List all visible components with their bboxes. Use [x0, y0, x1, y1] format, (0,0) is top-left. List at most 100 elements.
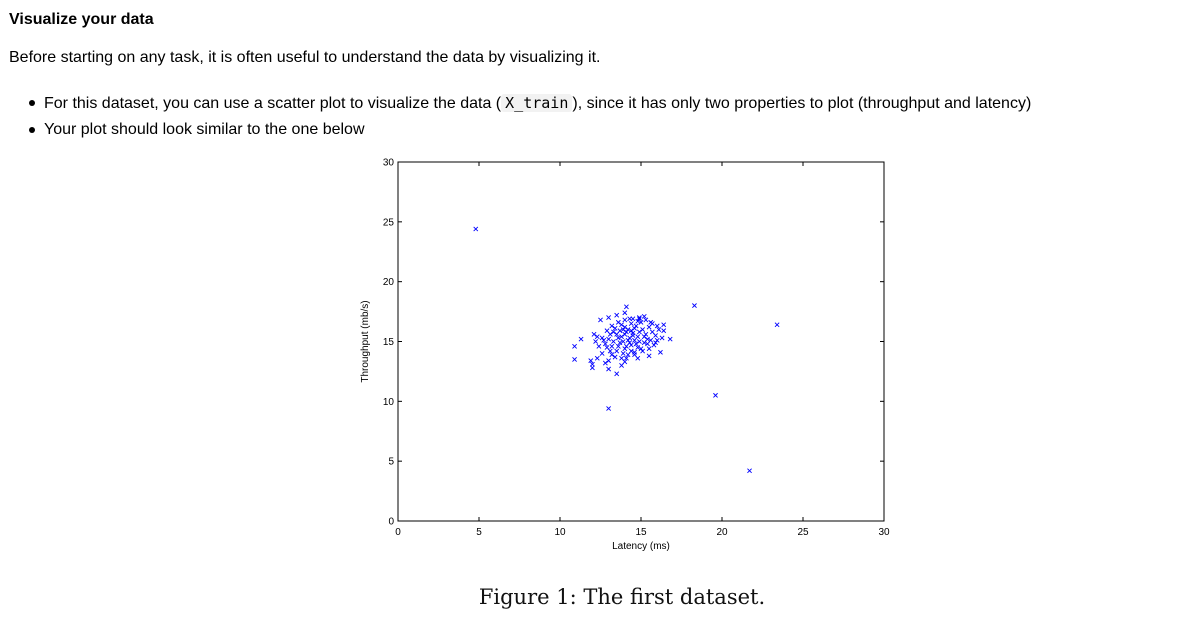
intro-paragraph: Before starting on any task, it is often…: [9, 49, 601, 66]
data-point: [622, 317, 628, 323]
data-point: [640, 327, 646, 332]
inline-code: X_train: [501, 94, 573, 112]
data-point: [615, 335, 621, 341]
data-point: [614, 331, 620, 337]
list-item: For this dataset, you can use a scatter …: [0, 90, 1031, 117]
instruction-list: For this dataset, you can use a scatter …: [0, 90, 1031, 143]
x-tick-label: 5: [476, 527, 482, 538]
data-point: [601, 337, 607, 343]
data-point: [630, 316, 636, 322]
data-point: [667, 336, 673, 342]
data-point: [646, 346, 652, 352]
y-tick-label: 15: [383, 337, 395, 348]
data-point: [636, 339, 642, 344]
data-points: [473, 226, 780, 474]
y-axis-label: Throughput (mb/s): [360, 300, 371, 382]
data-point: [589, 361, 595, 367]
data-point: [606, 406, 612, 411]
data-point: [606, 315, 612, 320]
x-tick-label: 25: [797, 527, 809, 538]
list-item: Your plot should look similar to the one…: [0, 117, 1031, 143]
data-point: [638, 346, 644, 352]
data-point: [643, 331, 649, 337]
data-point: [661, 322, 667, 328]
data-point: [635, 318, 641, 324]
data-point: [602, 360, 608, 366]
data-point: [620, 339, 626, 344]
data-point: [661, 328, 667, 334]
data-point: [646, 353, 652, 359]
x-tick-label: 10: [554, 527, 566, 538]
data-point: [653, 333, 658, 338]
data-point: [625, 327, 631, 332]
data-point: [628, 328, 634, 334]
data-point: [641, 313, 647, 319]
data-point: [572, 343, 577, 349]
x-tick-label: 0: [395, 527, 401, 538]
data-point: [593, 339, 599, 344]
data-point: [625, 352, 631, 358]
data-point: [599, 351, 605, 356]
axis-ticks: 0 5 10 15 20 25 30 0 5 10 15 20 25 30: [383, 158, 890, 539]
data-point: [628, 321, 634, 326]
data-point: [612, 325, 618, 331]
data-point: [624, 329, 629, 335]
data-point: [653, 340, 658, 346]
data-point: [636, 316, 642, 322]
data-point: [602, 341, 608, 347]
data-point: [713, 392, 718, 398]
data-point: [635, 355, 641, 361]
data-point: [622, 324, 628, 330]
data-point: [614, 348, 620, 354]
data-point: [624, 355, 629, 361]
bullet-text-before-code: For this dataset, you can use a scatter …: [44, 95, 502, 112]
data-point: [630, 333, 636, 338]
y-tick-label: 20: [383, 277, 395, 288]
data-point: [636, 315, 642, 320]
data-point: [594, 355, 600, 361]
data-point: [615, 343, 621, 349]
data-point: [611, 329, 616, 335]
data-point: [604, 328, 610, 334]
data-point: [591, 331, 597, 337]
plot-area: [397, 161, 885, 522]
data-point: [609, 343, 615, 349]
y-tick-label: 30: [383, 158, 395, 169]
bullet-text-after-code: ), since it has only two properties to p…: [572, 95, 1032, 112]
data-point: [622, 359, 628, 365]
data-point: [624, 343, 629, 349]
data-point: [648, 319, 654, 325]
data-point: [640, 348, 646, 354]
data-point: [622, 310, 628, 316]
bullet-icon: [29, 127, 35, 133]
data-point: [617, 340, 623, 346]
data-point: [658, 349, 663, 355]
data-point: [635, 345, 641, 350]
data-point: [622, 331, 628, 337]
data-point: [747, 468, 752, 474]
data-point: [615, 319, 621, 325]
data-point: [612, 354, 618, 360]
data-point: [692, 303, 697, 309]
data-point: [578, 336, 584, 342]
bullet-icon: [29, 100, 35, 106]
data-point: [627, 335, 633, 341]
y-tick-label: 5: [388, 457, 394, 468]
data-point: [632, 337, 637, 343]
data-point: [624, 304, 629, 310]
data-point: [619, 322, 624, 328]
data-point: [628, 342, 634, 348]
scatter-plot: 0 5 10 15 20 25 30 0 5 10 15 20 25 30 Latency (ms) Th…: [360, 158, 890, 553]
data-point: [625, 337, 631, 343]
data-point: [609, 352, 615, 358]
x-tick-label: 15: [635, 527, 647, 538]
x-tick-label: 20: [716, 527, 728, 538]
data-point: [589, 365, 595, 371]
bullet-text: Your plot should look similar to the one…: [44, 121, 365, 138]
y-tick-label: 10: [383, 397, 395, 408]
data-point: [598, 317, 603, 323]
data-point: [619, 334, 624, 340]
data-point: [638, 319, 644, 325]
data-point: [599, 335, 605, 341]
data-point: [594, 334, 600, 340]
